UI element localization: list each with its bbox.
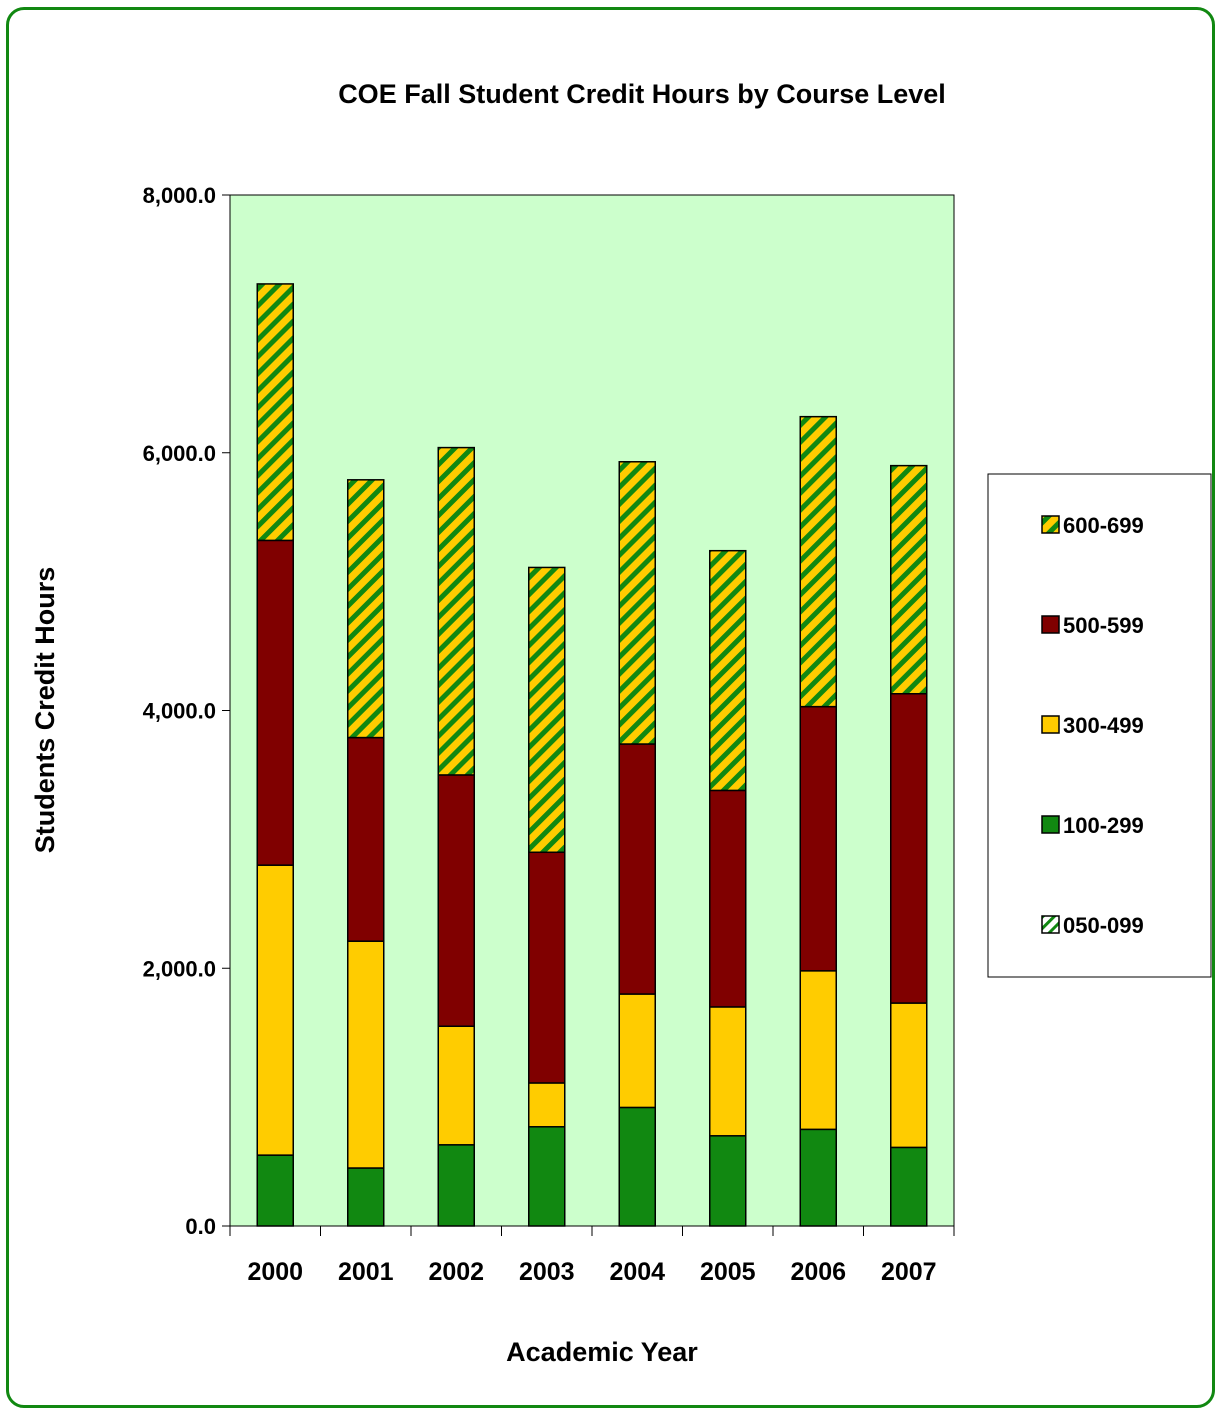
x-tick-label: 2006 <box>790 1258 846 1286</box>
bar-500-599-2000 <box>256 539 294 866</box>
bar-300-499-2004 <box>618 993 656 1109</box>
legend-swatch-100-299 <box>1041 815 1060 834</box>
bar-300-499-2000 <box>256 864 294 1156</box>
bar-100-299-2005 <box>709 1135 747 1227</box>
bar-600-699-2000 <box>256 283 294 542</box>
bar-300-499-2001 <box>347 940 385 1169</box>
y-tick-label: 4,000.0 <box>143 699 216 724</box>
bar-100-299-2002 <box>437 1144 475 1227</box>
bar-500-599-2005 <box>709 789 747 1008</box>
bar-600-699-2004 <box>618 461 656 745</box>
legend-swatch-050-099 <box>1041 915 1060 934</box>
bar-600-699-2003 <box>528 566 566 854</box>
bar-100-299-2004 <box>618 1106 656 1227</box>
legend <box>987 473 1212 978</box>
legend-label-500-599: 500-599 <box>1063 613 1144 638</box>
y-tick-label: 8,000.0 <box>143 183 216 208</box>
x-tick-label: 2004 <box>609 1258 665 1286</box>
bar-300-499-2003 <box>528 1082 566 1128</box>
bar-300-499-2007 <box>890 1002 928 1149</box>
bar-500-599-2003 <box>528 851 566 1084</box>
legend-label-050-099: 050-099 <box>1063 913 1144 938</box>
bar-600-699-2001 <box>347 479 385 739</box>
bar-600-699-2007 <box>890 464 928 695</box>
plot-area <box>229 194 955 1227</box>
bar-300-499-2005 <box>709 1006 747 1137</box>
x-tick-label: 2002 <box>428 1258 484 1286</box>
bar-100-299-2003 <box>528 1126 566 1227</box>
x-tick-label: 2005 <box>700 1258 756 1286</box>
bar-600-699-2006 <box>799 415 837 708</box>
bars <box>256 283 928 1227</box>
y-axis: 0.0 2,000.0 4,000.0 6,000.0 8,000.0 <box>143 183 230 1239</box>
legend-label-100-299: 100-299 <box>1063 813 1144 838</box>
x-tick-label: 2007 <box>881 1258 937 1286</box>
y-axis-title: Students Credit Hours <box>30 567 60 854</box>
bar-500-599-2007 <box>890 692 928 1004</box>
x-axis-title: Academic Year <box>506 1337 698 1367</box>
x-tick-label: 2000 <box>247 1258 303 1286</box>
bar-100-299-2000 <box>256 1154 294 1227</box>
y-tick-label: 6,000.0 <box>143 441 216 466</box>
x-axis: 2000 2001 2002 2003 2004 2005 2006 2007 <box>229 1226 955 1286</box>
legend-swatch-500-599 <box>1041 615 1060 634</box>
legend-label-600-699: 600-699 <box>1063 513 1144 538</box>
legend-label-300-499: 300-499 <box>1063 713 1144 738</box>
x-tick-label: 2001 <box>338 1258 394 1286</box>
bar-100-299-2006 <box>799 1128 837 1227</box>
bar-300-499-2002 <box>437 1025 475 1146</box>
bar-500-599-2002 <box>437 774 475 1027</box>
bar-600-699-2002 <box>437 446 475 776</box>
x-tick-label: 2003 <box>519 1258 575 1286</box>
bar-300-499-2006 <box>799 970 837 1131</box>
bar-500-599-2004 <box>618 743 656 995</box>
bar-500-599-2001 <box>347 736 385 942</box>
bar-100-299-2001 <box>347 1167 385 1227</box>
legend-items: 600-699 500-599 300-499 100-299 050-099 <box>1041 513 1144 938</box>
y-tick-label: 2,000.0 <box>143 956 216 981</box>
chart-title: COE Fall Student Credit Hours by Course … <box>338 79 946 109</box>
legend-swatch-300-499 <box>1041 715 1060 734</box>
y-tick-label: 0.0 <box>185 1214 216 1239</box>
bar-600-699-2005 <box>709 549 747 792</box>
bar-100-299-2007 <box>890 1146 928 1227</box>
legend-swatch-600-699 <box>1041 515 1060 534</box>
bar-500-599-2006 <box>799 705 837 972</box>
